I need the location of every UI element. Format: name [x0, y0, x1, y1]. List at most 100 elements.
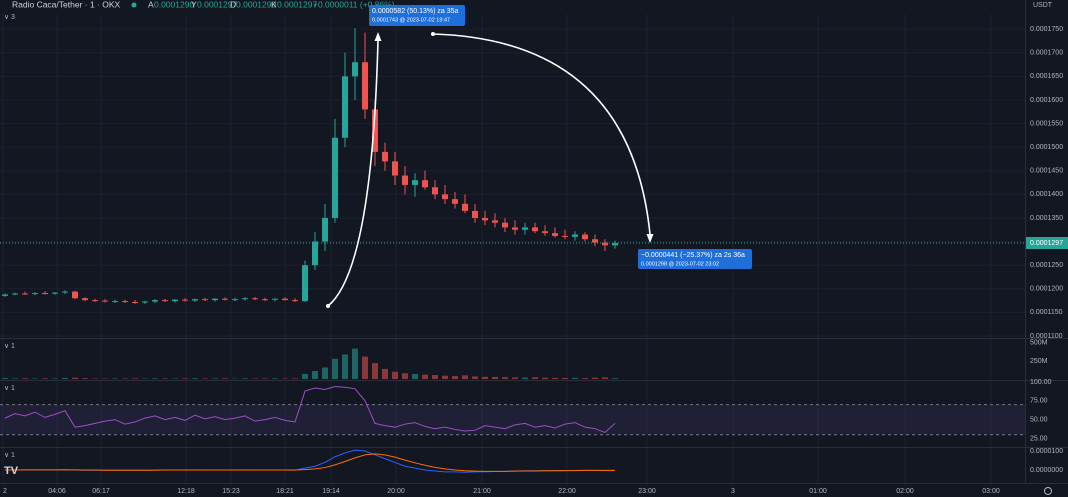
- time-label: 23:00: [638, 488, 656, 495]
- y-tick-label: 0.0000100: [1030, 448, 1063, 455]
- volume-bar: [372, 363, 378, 379]
- volume-bar: [342, 354, 348, 379]
- volume-bar: [582, 378, 588, 379]
- y-tick-label: 50.00: [1030, 416, 1048, 423]
- time-label: 02:00: [896, 488, 914, 495]
- volume-bar: [242, 378, 248, 379]
- measure-detail: 0.0001743 @ 2023-07-02 19:47: [372, 17, 450, 23]
- time-label: 22:00: [558, 488, 576, 495]
- pane-toggle[interactable]: ∨: [4, 452, 9, 459]
- ohlc-key: D: [230, 0, 236, 9]
- logo[interactable]: TV: [4, 465, 19, 477]
- candle-body: [422, 180, 428, 188]
- pane-toggle[interactable]: ∨: [4, 343, 9, 350]
- time-label: 04:06: [48, 488, 66, 495]
- volume-bar: [162, 378, 168, 379]
- candle-body: [302, 265, 308, 302]
- volume-bar: [522, 377, 528, 379]
- ohlc-key: A: [148, 0, 154, 9]
- candle-body: [402, 175, 408, 185]
- volume-bar: [412, 373, 418, 379]
- volume-bar: [452, 376, 458, 379]
- candle-body: [132, 302, 138, 304]
- candle-body: [602, 242, 608, 246]
- candle-body: [212, 298, 218, 301]
- y-tick-label: 0.0001350: [1030, 215, 1063, 222]
- ohlc-value: 0.0001297: [197, 0, 237, 9]
- measure-change: −0.0000441 (−25.37%) za 2s 36a: [641, 252, 745, 259]
- candle-body: [222, 298, 228, 300]
- candle-body: [22, 293, 28, 295]
- indicator-line: [5, 453, 615, 472]
- candle-body: [72, 291, 78, 299]
- volume-bar: [572, 377, 578, 379]
- volume-bar: [182, 378, 188, 379]
- candle-body: [282, 298, 288, 301]
- pane-toggle[interactable]: ∨: [4, 385, 9, 392]
- pane-toggle[interactable]: ∨: [4, 14, 9, 21]
- time-label: 20:00: [387, 488, 405, 495]
- y-tick-label: 500M: [1030, 340, 1048, 347]
- y-tick-label: 0.0001500: [1030, 144, 1063, 151]
- volume-bar: [272, 378, 278, 379]
- volume-bar: [82, 378, 88, 379]
- grid-layer: [0, 14, 1025, 483]
- volume-bar: [482, 376, 488, 379]
- time-label: 19:14: [322, 488, 340, 495]
- candle-body: [352, 62, 358, 77]
- time-label: 06:17: [92, 488, 110, 495]
- candle-body: [522, 227, 528, 230]
- candle-body: [442, 194, 448, 200]
- volume-bar: [392, 371, 398, 379]
- measure-arrow[interactable]: [432, 33, 651, 235]
- candle-body: [102, 300, 108, 302]
- volume-bar: [212, 378, 218, 379]
- candle-body: [372, 109, 378, 152]
- y-tick-label: 0.0001400: [1030, 191, 1063, 198]
- candle-body: [172, 299, 178, 302]
- pane-label: 3: [11, 14, 15, 21]
- candle-body: [382, 151, 388, 162]
- candle-body: [292, 300, 298, 302]
- volume-bar: [532, 377, 538, 379]
- candle-body: [362, 62, 368, 110]
- y-tick-label: 0.0001100: [1030, 333, 1063, 340]
- volume-bar: [2, 378, 8, 379]
- measure-box: [369, 5, 465, 26]
- volume-bar: [362, 356, 368, 379]
- candle-body: [262, 299, 268, 301]
- status-dot: [131, 2, 137, 8]
- volume-bar: [132, 378, 138, 379]
- volume-bar: [192, 378, 198, 379]
- volume-bar: [382, 368, 388, 379]
- volume-bar: [402, 373, 408, 379]
- y-tick-label: 0.0001600: [1030, 97, 1063, 104]
- volume-bar: [602, 377, 608, 379]
- y-tick-label: 0.0001550: [1030, 120, 1063, 127]
- candle-body: [462, 203, 468, 211]
- pane-label: 1: [11, 343, 15, 350]
- volume-bar: [542, 377, 548, 379]
- arrow-head: [646, 234, 654, 243]
- candle-body: [332, 137, 338, 218]
- y-tick-label: 25.00: [1030, 435, 1048, 442]
- volume-bar: [12, 378, 18, 379]
- y-tick-label: 0.0001750: [1030, 26, 1063, 33]
- currency[interactable]: USDT: [1033, 2, 1053, 9]
- settings-icon[interactable]: [1044, 487, 1052, 495]
- candle-body: [232, 299, 238, 301]
- symbol-title: Radio Caca/Tether · 1 · OKX: [12, 0, 121, 9]
- candle-body: [112, 301, 118, 303]
- candle-body: [92, 300, 98, 302]
- ohlc-value: 0.0001290: [236, 0, 276, 9]
- volume-bar: [62, 377, 68, 379]
- measure-arrow[interactable]: [327, 39, 379, 307]
- volume-bar: [322, 367, 328, 379]
- y-tick-label: 0.0001450: [1030, 168, 1063, 175]
- candle-body: [202, 299, 208, 301]
- pane-label: 1: [11, 385, 15, 392]
- candle-body: [582, 234, 588, 240]
- candle-body: [452, 199, 458, 204]
- candle-body: [612, 243, 618, 246]
